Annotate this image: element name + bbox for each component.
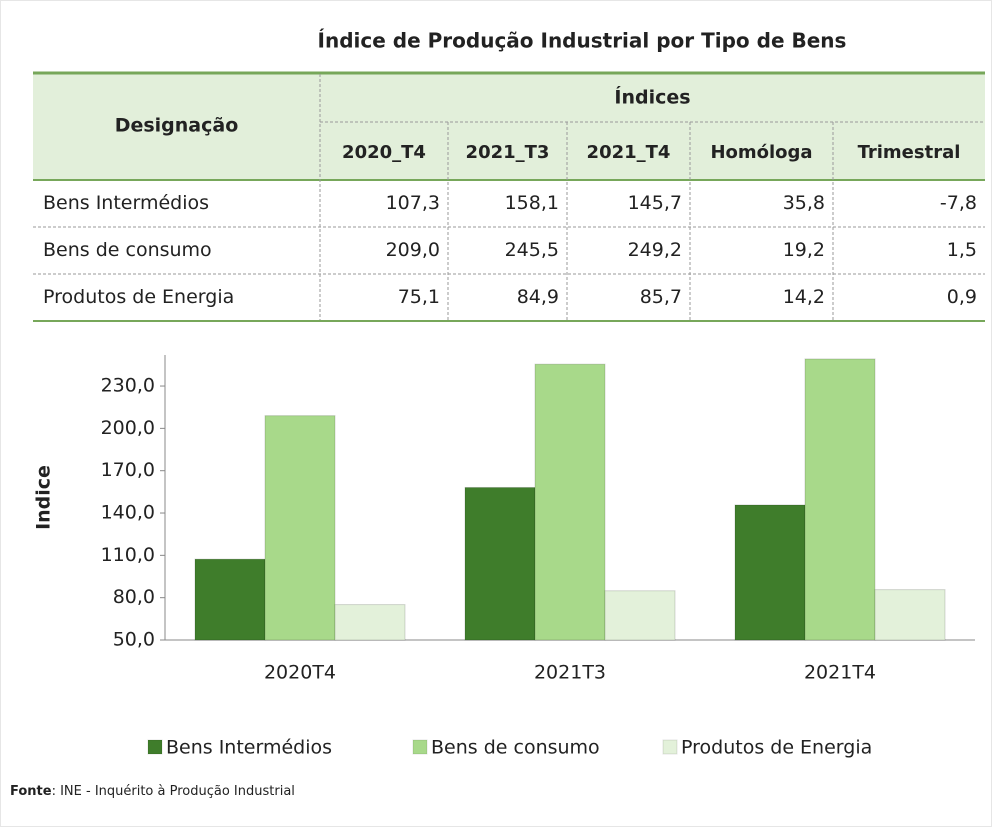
y-tick-label: 140,0 [101,502,155,524]
bar [194,558,266,641]
table-header-cell: Designação [115,115,239,137]
y-tick-label: 80,0 [113,586,155,608]
bar [464,486,536,641]
table-cell: Bens de consumo [43,239,212,261]
table-cell: Bens Intermédios [43,192,209,214]
source-text: : INE - Inquérito à Produção Industrial [52,784,295,799]
table-cell: 14,2 [783,286,825,308]
bar [734,504,806,641]
bar [534,363,606,641]
bar [804,358,876,641]
table-header-bg [33,72,985,180]
table-cell: 35,8 [783,192,825,214]
x-tick-label: 2021T3 [534,662,606,684]
table-cell: 107,3 [386,192,440,214]
table-cell: 85,7 [640,286,682,308]
y-axis-label: Indice [33,465,55,530]
legend-swatch [147,739,163,755]
bar [874,589,946,641]
table-cell: 249,2 [628,239,682,261]
bar [604,590,676,641]
table-header-cell: Trimestral [858,142,961,163]
table-cell: 1,5 [947,239,977,261]
table-header-cell: 2020_T4 [342,142,426,163]
y-tick-label: 230,0 [101,375,155,397]
y-tick-label: 50,0 [113,629,155,651]
legend-label: Bens Intermédios [166,737,332,759]
y-tick-label: 200,0 [101,417,155,439]
table-cell: 75,1 [398,286,440,308]
source-label: Fonte [10,784,52,799]
table-header-cell: 2021_T4 [587,142,671,163]
table-cell: 19,2 [783,239,825,261]
y-tick-label: 110,0 [101,544,155,566]
table-cell: 84,9 [517,286,559,308]
legend-label: Bens de consumo [431,737,600,759]
source: Fonte: INE - Inquérito à Produção Indust… [10,784,295,799]
x-tick-label: 2020T4 [264,662,336,684]
y-tick-label: 170,0 [101,459,155,481]
x-tick-label: 2021T4 [804,662,876,684]
legend-swatch [412,739,428,755]
title: Índice de Produção Industrial por Tipo d… [318,29,847,53]
bar [334,604,406,641]
table-cell: 0,9 [947,286,977,308]
table-header-cell: 2021_T3 [466,142,550,163]
table-cell: Produtos de Energia [43,286,234,308]
table-cell: 145,7 [628,192,682,214]
table-header-cell: Índices [614,86,690,109]
legend-swatch [662,739,678,755]
legend-label: Produtos de Energia [681,737,872,759]
table-cell: 158,1 [505,192,559,214]
bar [264,415,336,641]
table-cell: -7,8 [940,192,977,214]
table-cell: 245,5 [505,239,559,261]
table-header-cell: Homóloga [710,142,812,163]
table-cell: 209,0 [386,239,440,261]
